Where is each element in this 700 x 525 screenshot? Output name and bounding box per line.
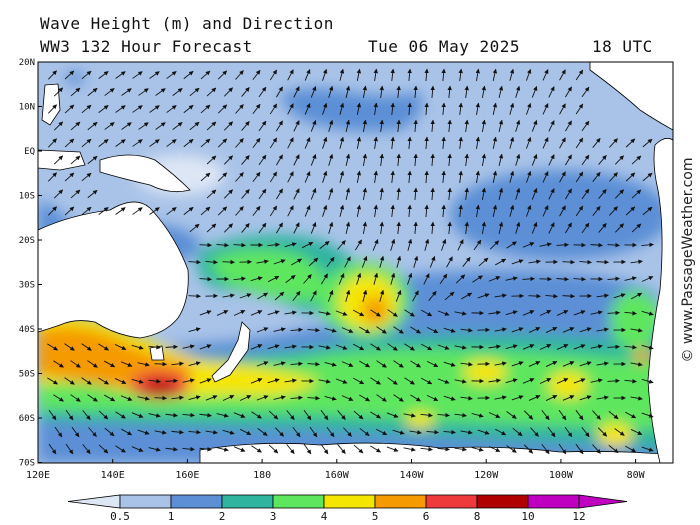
tasmania: [149, 345, 165, 361]
colorbar-swatch: [272, 494, 325, 509]
lat-label: 30S: [19, 281, 35, 291]
lon-label: 160E: [175, 470, 199, 481]
lon-label: 120W: [474, 470, 499, 481]
land-masses: [38, 62, 673, 463]
wave-height-colorbar: 0.5 1 2 3 4 5 6 8 10 12: [67, 494, 628, 523]
longitude-labels: 120E 140E 160E 180 160W 140W 120W 100W 80W: [26, 459, 646, 481]
lat-label: 70S: [19, 459, 35, 469]
lon-label: 180: [253, 470, 271, 481]
colorbar-label: 6: [423, 510, 430, 523]
map-frame: [37, 61, 674, 464]
lat-label: 40S: [19, 325, 35, 335]
colorbar-swatch: [323, 494, 376, 509]
colorbar-swatch: [476, 494, 529, 509]
central-america: [589, 62, 673, 131]
colorbar-label: 12: [572, 510, 585, 523]
colorbar-label: 5: [372, 510, 379, 523]
colorbar-label: 1: [168, 510, 175, 523]
colorbar-high-extension: [578, 494, 628, 509]
lon-label: 140E: [101, 470, 125, 481]
lat-label: 10N: [19, 103, 35, 113]
colorbar-swatch: [170, 494, 223, 509]
lat-label: 60S: [19, 414, 35, 424]
lon-label: 100W: [549, 470, 574, 481]
lat-label: 20S: [19, 236, 35, 246]
colorbar-label: 2: [219, 510, 226, 523]
credit-text: © www.PassageWeather.com: [680, 157, 696, 363]
colorbar-label: 8: [474, 510, 481, 523]
new-guinea: [99, 154, 191, 193]
lat-label: 10S: [19, 192, 35, 202]
lat-label: EQ: [24, 147, 35, 157]
colorbar-swatch: [119, 494, 172, 509]
forecast-subtitle: WW3 132 Hour Forecast: [40, 37, 253, 56]
forecast-date: Tue 06 May 2025: [368, 37, 520, 56]
direction-arrows: [47, 68, 654, 455]
new-zealand: [211, 321, 251, 383]
colorbar-label: 3: [270, 510, 277, 523]
colorbar-swatch: [425, 494, 478, 509]
colorbar-low-extension: [67, 494, 121, 509]
lon-label: 160W: [325, 470, 350, 481]
colorbar-label: 0.5: [110, 510, 130, 523]
philippines: [41, 83, 61, 126]
australia: [38, 201, 189, 339]
lon-label: 120E: [26, 470, 50, 481]
latitude-labels: 20N 10N EQ 10S 20S 30S 40S 50S 60S 70S: [19, 58, 42, 469]
lat-label: 50S: [19, 370, 35, 380]
colorbar-swatch: [221, 494, 274, 509]
colorbar-label: 10: [521, 510, 534, 523]
colorbar-swatch: [527, 494, 580, 509]
colorbar-swatch: [374, 494, 427, 509]
map-title: Wave Height (m) and Direction: [40, 14, 334, 33]
lat-label: 20N: [19, 58, 35, 68]
colorbar-label: 4: [321, 510, 328, 523]
lon-label: 140W: [399, 470, 424, 481]
lon-label: 80W: [627, 470, 646, 481]
forecast-time: 18 UTC: [592, 37, 653, 56]
